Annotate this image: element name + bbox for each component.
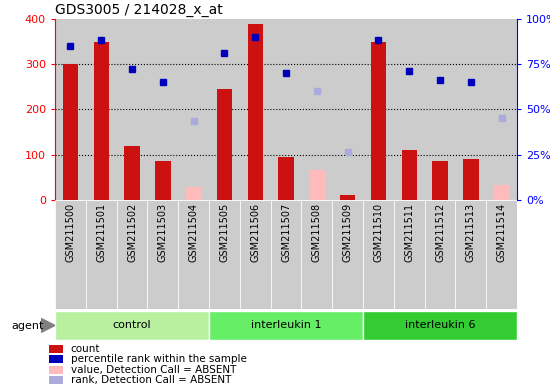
Polygon shape (41, 319, 55, 332)
Bar (425, 200, 455, 309)
Text: value, Detection Call = ABSENT: value, Detection Call = ABSENT (70, 365, 236, 375)
Bar (332, 200, 363, 309)
Bar (432, 161, 448, 200)
Text: GSM211514: GSM211514 (497, 203, 507, 262)
Bar (309, 170, 324, 200)
Bar (371, 42, 386, 200)
Bar (486, 19, 517, 200)
Bar (486, 200, 517, 309)
Bar (49, 376, 63, 384)
Text: GSM211513: GSM211513 (466, 203, 476, 262)
Text: GSM211510: GSM211510 (373, 203, 383, 262)
Bar (455, 19, 486, 200)
Bar (463, 159, 478, 200)
Bar (455, 200, 486, 309)
Text: GSM211506: GSM211506 (250, 203, 260, 262)
Bar (494, 185, 509, 200)
Bar (49, 366, 63, 374)
Bar (117, 200, 147, 309)
Text: interleukin 1: interleukin 1 (251, 320, 321, 331)
Bar (209, 19, 240, 200)
Bar (55, 200, 86, 309)
Text: GSM211511: GSM211511 (404, 203, 414, 262)
Bar (363, 200, 394, 309)
Bar (278, 157, 294, 200)
Bar (86, 19, 117, 200)
Bar (340, 195, 355, 200)
Bar (332, 19, 363, 200)
Text: GSM211504: GSM211504 (189, 203, 199, 262)
Bar (94, 42, 109, 200)
Bar (271, 200, 301, 309)
Bar (209, 200, 240, 309)
Bar (425, 19, 455, 200)
Text: GSM211503: GSM211503 (158, 203, 168, 262)
Bar (363, 311, 517, 340)
Bar (248, 24, 263, 200)
Bar (178, 19, 209, 200)
Bar (55, 19, 86, 200)
Text: percentile rank within the sample: percentile rank within the sample (70, 354, 246, 364)
Bar (394, 19, 425, 200)
Bar (402, 150, 417, 200)
Text: agent: agent (11, 321, 43, 331)
Text: GDS3005 / 214028_x_at: GDS3005 / 214028_x_at (55, 3, 223, 17)
Text: control: control (113, 320, 151, 331)
Text: interleukin 6: interleukin 6 (405, 320, 475, 331)
Text: GSM211501: GSM211501 (96, 203, 106, 262)
Text: count: count (70, 344, 100, 354)
Bar (49, 355, 63, 363)
Bar (178, 200, 209, 309)
Bar (147, 19, 178, 200)
Bar (363, 19, 394, 200)
Bar (155, 161, 170, 200)
Text: GSM211508: GSM211508 (312, 203, 322, 262)
Bar (147, 200, 178, 309)
Bar (124, 146, 140, 200)
Text: GSM211512: GSM211512 (435, 203, 445, 262)
Bar (301, 19, 332, 200)
Bar (394, 200, 425, 309)
Bar (186, 187, 201, 200)
Text: GSM211502: GSM211502 (127, 203, 137, 262)
Text: GSM211505: GSM211505 (219, 203, 229, 262)
Bar (49, 345, 63, 353)
Bar (86, 200, 117, 309)
Text: GSM211509: GSM211509 (343, 203, 353, 262)
Text: GSM211507: GSM211507 (281, 203, 291, 262)
Bar (63, 65, 78, 200)
Bar (55, 311, 209, 340)
Text: GSM211500: GSM211500 (65, 203, 75, 262)
Bar (240, 200, 271, 309)
Text: rank, Detection Call = ABSENT: rank, Detection Call = ABSENT (70, 376, 231, 384)
Bar (209, 311, 363, 340)
Bar (217, 89, 232, 200)
Bar (240, 19, 271, 200)
Bar (271, 19, 301, 200)
Bar (117, 19, 147, 200)
Bar (301, 200, 332, 309)
